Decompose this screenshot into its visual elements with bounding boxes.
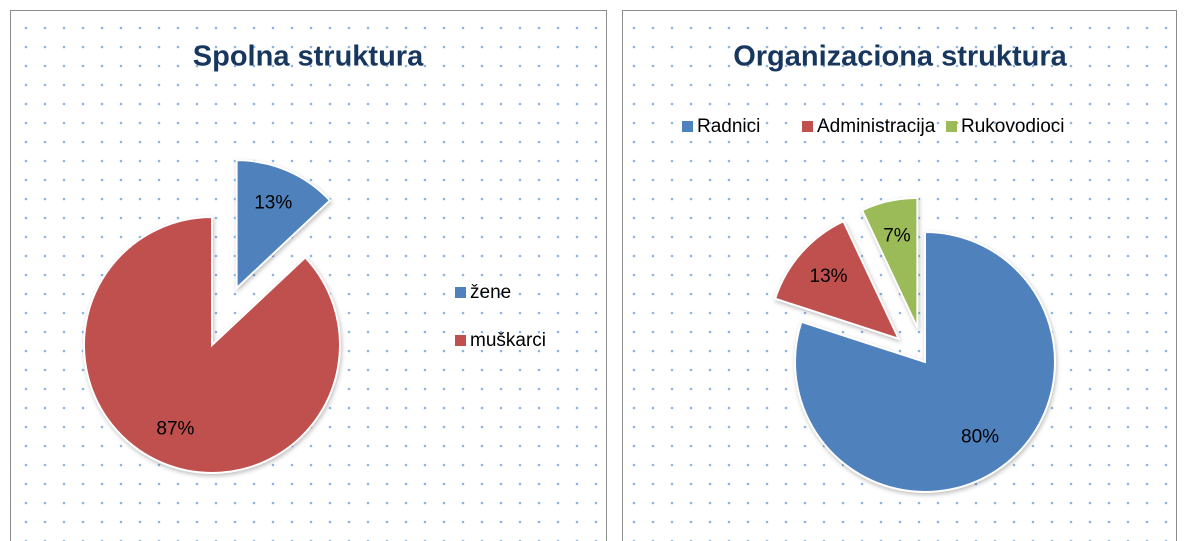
- pie-slice: [773, 219, 901, 341]
- chart-title: Spolna struktura: [193, 41, 424, 73]
- legend-swatch: [682, 121, 693, 132]
- legend-label: Administracija: [817, 116, 936, 137]
- legend-swatch: [946, 121, 957, 132]
- legend-label: Radnici: [697, 116, 760, 137]
- data-label: 13%: [254, 193, 292, 214]
- data-label: 13%: [810, 266, 848, 287]
- pie-slice: [83, 215, 341, 474]
- data-label: 87%: [156, 419, 194, 440]
- pie-slice: [860, 196, 919, 329]
- legend-label: muškarci: [470, 330, 546, 351]
- legend-swatch: [455, 335, 466, 346]
- legend-swatch: [455, 287, 466, 298]
- legend-swatch: [802, 121, 813, 132]
- chart-title: Organizaciona struktura: [733, 41, 1067, 73]
- legend-label: žene: [470, 282, 511, 303]
- data-label: 7%: [883, 226, 911, 247]
- data-label: 80%: [961, 427, 999, 448]
- pie-slice: [235, 159, 332, 291]
- legend-label: Rukovodioci: [961, 116, 1065, 137]
- pie-slice: [794, 230, 1056, 493]
